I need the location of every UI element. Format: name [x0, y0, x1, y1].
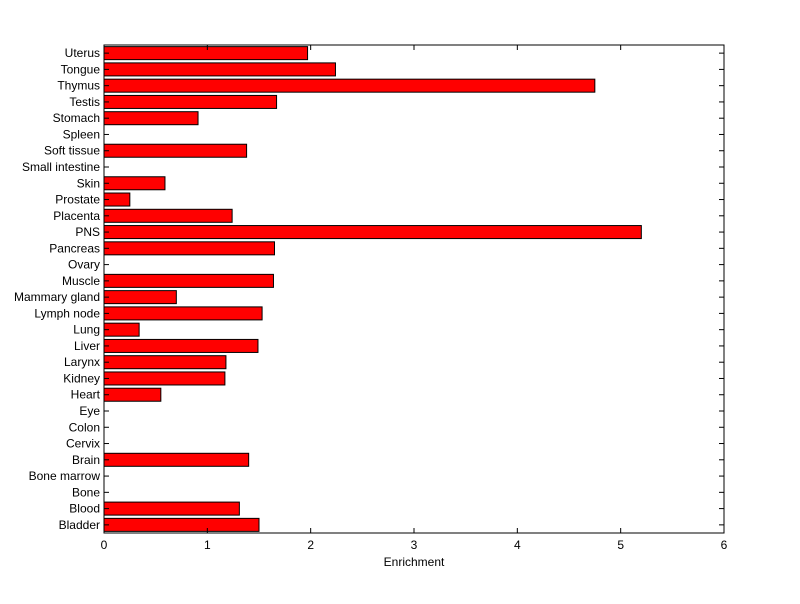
y-tick-label: Colon	[69, 420, 100, 434]
y-tick-label: Lymph node	[34, 306, 100, 320]
bars-layer	[103, 46, 642, 532]
ticks-layer	[103, 45, 725, 533]
y-tick-label: Muscle	[62, 274, 100, 288]
y-tick-label: Placenta	[53, 209, 100, 223]
y-tick-label: Testis	[69, 95, 100, 109]
y-tick-label: PNS	[75, 225, 100, 239]
y-tick-label: Spleen	[63, 127, 100, 141]
y-tick-label: Bone	[72, 485, 100, 499]
bar	[103, 143, 248, 158]
y-tick-label: Thymus	[57, 79, 100, 93]
labels-layer: Uterus Tongue Thymus Testis Stomach Spleen Sof…	[14, 46, 728, 552]
bar	[103, 111, 199, 126]
bar	[103, 517, 260, 532]
bar	[103, 46, 309, 61]
y-tick-label: Lung	[73, 323, 100, 337]
y-tick-label: Cervix	[66, 437, 100, 451]
y-tick-label: Uterus	[65, 46, 100, 60]
bar	[103, 273, 274, 288]
y-tick-label: Eye	[79, 404, 100, 418]
y-tick-label: Mammary gland	[14, 290, 100, 304]
x-tick-label: 0	[101, 538, 108, 552]
bar	[103, 322, 140, 337]
x-tick-label: 4	[514, 538, 521, 552]
y-tick-label: Bone marrow	[29, 469, 101, 483]
bar	[103, 371, 226, 386]
bar	[103, 290, 177, 305]
x-tick-label: 1	[204, 538, 211, 552]
y-tick-label: Pancreas	[49, 241, 100, 255]
bar	[103, 501, 240, 516]
y-tick-label: Liver	[74, 339, 100, 353]
x-tick-label: 6	[721, 538, 728, 552]
bar	[103, 241, 275, 256]
y-tick-label: Bladder	[59, 518, 100, 532]
y-tick-label: Stomach	[53, 111, 100, 125]
x-tick-label: 3	[411, 538, 418, 552]
y-tick-label: Brain	[72, 453, 100, 467]
x-tick-label: 5	[617, 538, 624, 552]
bar	[103, 306, 263, 321]
y-tick-label: Heart	[71, 388, 101, 402]
y-tick-label: Blood	[69, 502, 100, 516]
y-tick-label: Tongue	[61, 62, 101, 76]
x-tick-label: 2	[307, 538, 314, 552]
bar	[103, 452, 250, 467]
y-tick-label: Small intestine	[22, 160, 100, 174]
y-tick-label: Kidney	[63, 371, 100, 385]
bar	[103, 355, 227, 370]
y-tick-label: Ovary	[68, 258, 100, 272]
bar	[103, 387, 162, 402]
bar	[103, 62, 336, 77]
y-tick-label: Prostate	[55, 193, 100, 207]
y-tick-label: Larynx	[64, 355, 100, 369]
y-tick-label: Soft tissue	[44, 144, 100, 158]
y-tick-label: Skin	[77, 176, 100, 190]
x-axis-label: Enrichment	[384, 555, 445, 569]
bar	[103, 225, 642, 240]
bar	[103, 176, 166, 191]
bar	[103, 208, 233, 223]
bar	[103, 78, 596, 93]
bar	[103, 338, 259, 353]
bar	[103, 94, 278, 109]
